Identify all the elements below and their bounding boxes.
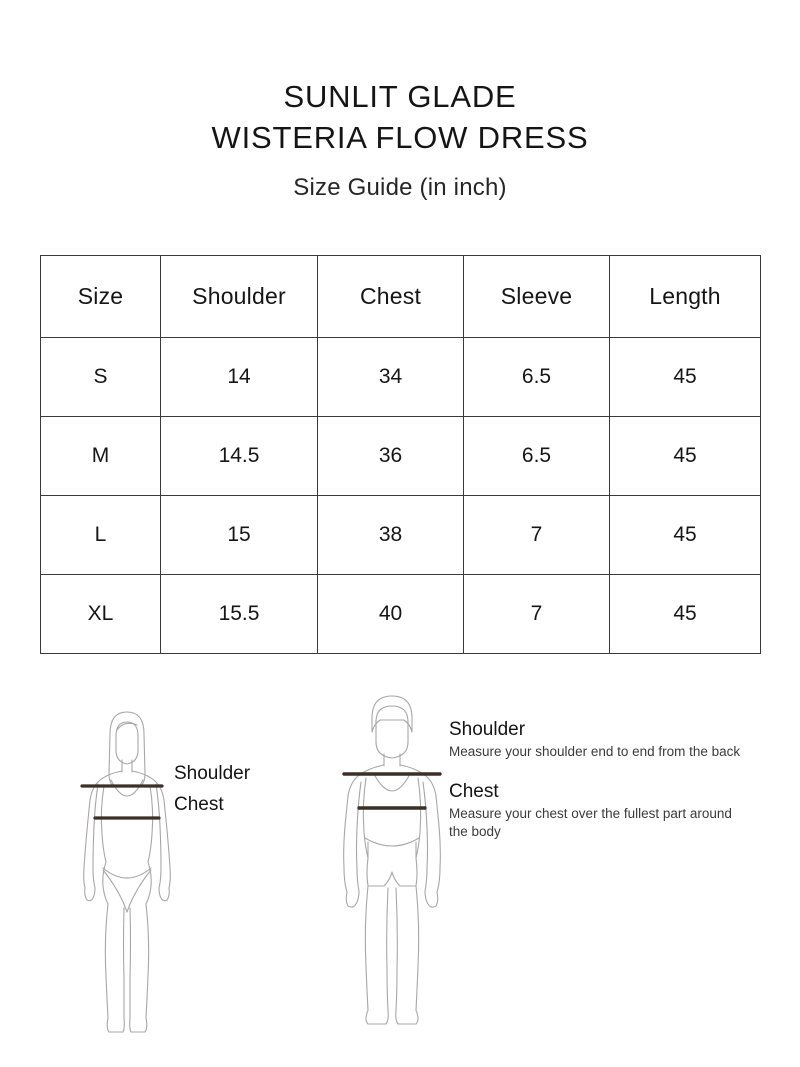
cell-size: L (40, 495, 161, 575)
page-title-line-2: WISTERIA FLOW DRESS (211, 120, 589, 155)
column-header-length: Length (609, 255, 761, 338)
cell-shoulder: 15.5 (160, 574, 318, 654)
cell-length: 45 (609, 495, 761, 575)
cell-sleeve: 7 (463, 495, 610, 575)
cell-chest: 36 (317, 416, 464, 496)
female-body-figure-icon (62, 700, 192, 1040)
female-label-shoulder: Shoulder (174, 763, 251, 784)
size-guide-table: Size Shoulder Chest Sleeve Length S 14 3… (40, 255, 761, 654)
cell-length: 45 (609, 337, 761, 417)
table-row: S 14 34 6.5 45 (40, 337, 761, 417)
cell-length: 45 (609, 416, 761, 496)
female-figure-labels: Shoulder Chest (174, 758, 294, 820)
page-header: SUNLIT GLADE WISTERIA FLOW DRESS Size Gu… (0, 76, 800, 204)
cell-shoulder: 14 (160, 337, 318, 417)
column-header-sleeve: Sleeve (463, 255, 610, 338)
cell-chest: 38 (317, 495, 464, 575)
female-label-chest: Chest (174, 794, 224, 815)
column-header-shoulder: Shoulder (160, 255, 318, 338)
table-row: M 14.5 36 6.5 45 (40, 416, 761, 496)
instruction-title-chest: Chest (449, 781, 499, 802)
measurement-instructions: Shoulder Measure your shoulder end to en… (449, 717, 749, 859)
column-header-chest: Chest (317, 255, 464, 338)
column-header-size: Size (40, 255, 161, 338)
instruction-body-chest: Measure your chest over the fullest part… (449, 806, 732, 839)
cell-chest: 40 (317, 574, 464, 654)
cell-sleeve: 6.5 (463, 416, 610, 496)
cell-shoulder: 15 (160, 495, 318, 575)
page-subtitle: Size Guide (in inch) (293, 174, 507, 201)
instruction-chest: Chest Measure your chest over the fulles… (449, 779, 749, 841)
measurement-guide-section: Shoulder Chest (0, 686, 800, 1067)
cell-size: M (40, 416, 161, 496)
cell-sleeve: 6.5 (463, 337, 610, 417)
instruction-body-shoulder: Measure your shoulder end to end from th… (449, 744, 741, 759)
cell-size: XL (40, 574, 161, 654)
cell-sleeve: 7 (463, 574, 610, 654)
table-row: XL 15.5 40 7 45 (40, 574, 761, 654)
table-header-row: Size Shoulder Chest Sleeve Length (40, 255, 761, 338)
cell-shoulder: 14.5 (160, 416, 318, 496)
male-body-figure-icon (332, 686, 452, 1031)
cell-size: S (40, 337, 161, 417)
instruction-title-shoulder: Shoulder (449, 719, 526, 740)
page-title-line-1: SUNLIT GLADE (283, 79, 517, 114)
cell-length: 45 (609, 574, 761, 654)
cell-chest: 34 (317, 337, 464, 417)
instruction-shoulder: Shoulder Measure your shoulder end to en… (449, 717, 749, 761)
table-row: L 15 38 7 45 (40, 495, 761, 575)
